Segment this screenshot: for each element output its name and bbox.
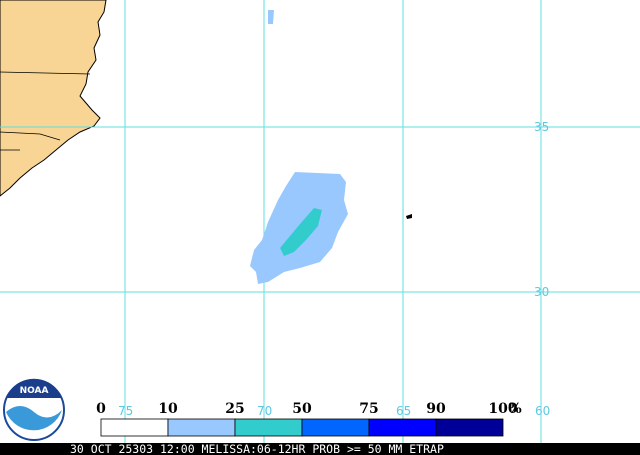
logo-text: NOAA	[20, 386, 49, 396]
legend-swatch	[301, 418, 370, 437]
state-border	[0, 71, 91, 151]
legend-label: 0	[96, 401, 106, 417]
legend-swatch	[435, 418, 504, 437]
island	[406, 214, 412, 219]
caption-bar	[0, 443, 640, 455]
lon-label: 70	[257, 404, 272, 418]
caption: 30 OCT 25303 12:00 MELISSA:06-12HR PROB …	[70, 442, 444, 455]
legend-unit: %	[508, 401, 521, 417]
legend-label: 10	[158, 401, 178, 417]
legend-swatch	[234, 418, 303, 437]
noaa-logo: NOAA	[3, 378, 65, 441]
legend-swatch	[100, 418, 169, 437]
prob-area	[280, 208, 322, 256]
legend-label: 100	[488, 401, 517, 417]
grid	[0, 0, 640, 443]
lat-label: 30	[534, 285, 549, 299]
land	[0, 0, 107, 197]
legend-swatch	[368, 418, 437, 437]
legend-label: 90	[426, 401, 446, 417]
legend-label: 25	[225, 401, 244, 417]
legend-label: 75	[359, 401, 378, 417]
lon-label: 60	[535, 404, 550, 418]
lon-label: 75	[118, 404, 133, 418]
legend-swatch	[167, 418, 236, 437]
lat-label: 35	[534, 120, 549, 134]
lon-label: 65	[396, 404, 411, 418]
legend-label: 50	[292, 401, 312, 417]
legend: 0 10 25 50 75 90 100%	[96, 401, 522, 437]
prob-area	[268, 10, 274, 24]
